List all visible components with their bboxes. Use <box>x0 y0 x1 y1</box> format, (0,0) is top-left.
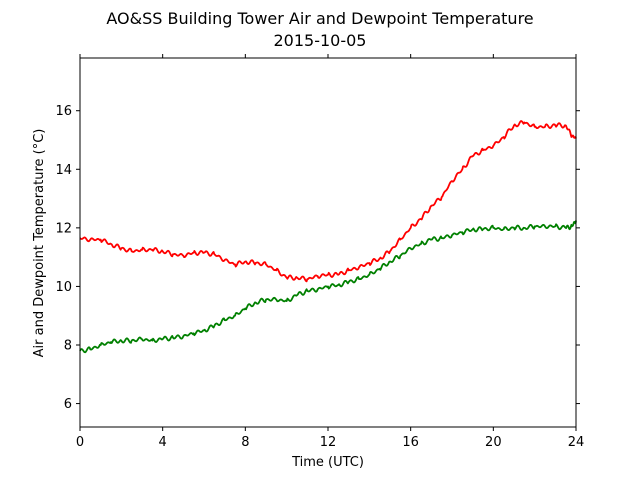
y-axis-label: Air and Dewpoint Temperature (°C) <box>32 129 47 358</box>
y-tick-label: 12 <box>55 221 72 236</box>
y-tick-label: 10 <box>55 280 72 295</box>
y-tick-label: 14 <box>55 163 72 178</box>
y-tick-label: 16 <box>55 104 72 119</box>
x-tick-label: 12 <box>320 435 337 450</box>
series-layer <box>79 120 577 354</box>
series-line-1 <box>79 120 577 283</box>
chart-title: AO&SS Building Tower Air and Dewpoint Te… <box>106 9 533 28</box>
x-axis-label: Time (UTC) <box>291 455 364 470</box>
x-axis: 0 4 8 12 16 20 24 <box>76 54 584 450</box>
x-tick-label: 4 <box>159 435 167 450</box>
x-tick-label: 0 <box>76 435 84 450</box>
y-axis: 6 8 10 12 14 16 <box>55 104 580 412</box>
x-tick-label: 16 <box>402 435 419 450</box>
y-tick-label: 8 <box>64 339 72 354</box>
x-tick-label: 24 <box>568 435 585 450</box>
x-tick-label: 20 <box>485 435 502 450</box>
x-tick-label: 8 <box>241 435 249 450</box>
series-line-2 <box>79 220 577 354</box>
chart-subtitle: 2015-10-05 <box>274 31 367 50</box>
y-tick-label: 6 <box>64 397 72 412</box>
